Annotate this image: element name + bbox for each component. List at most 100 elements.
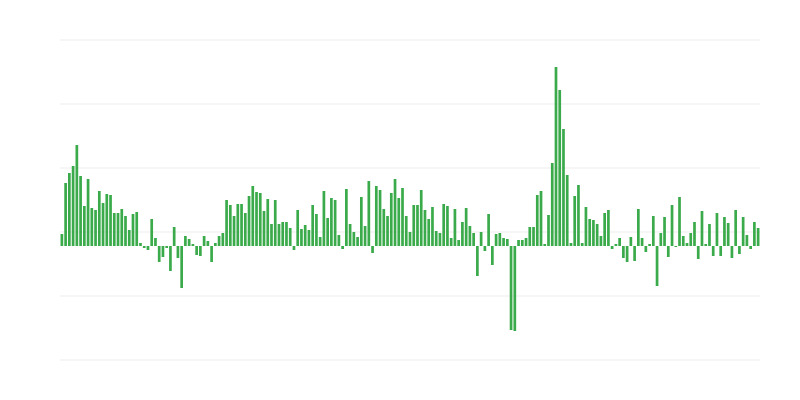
bar xyxy=(648,244,651,246)
bar xyxy=(120,209,124,246)
bar xyxy=(236,204,240,246)
bar xyxy=(509,246,513,330)
bar xyxy=(348,224,352,246)
bar xyxy=(199,246,202,256)
bar xyxy=(532,227,535,246)
bar xyxy=(206,241,210,246)
bar xyxy=(715,213,719,246)
bar xyxy=(258,193,262,246)
bar xyxy=(94,210,97,246)
bar xyxy=(416,205,419,246)
bar xyxy=(270,224,273,246)
bar xyxy=(569,243,573,246)
bar xyxy=(345,189,348,246)
bar xyxy=(704,244,708,246)
bar xyxy=(146,246,150,250)
bar xyxy=(75,145,79,246)
bar xyxy=(277,224,281,246)
bar xyxy=(738,246,741,254)
bar xyxy=(603,213,606,246)
bar xyxy=(60,234,64,246)
bar xyxy=(539,191,543,246)
bar xyxy=(419,190,423,246)
bar xyxy=(142,246,146,248)
bar xyxy=(756,228,760,246)
bar xyxy=(449,238,453,246)
bar xyxy=(232,216,236,246)
bar xyxy=(127,230,131,246)
bar xyxy=(363,226,367,246)
bar xyxy=(479,232,483,246)
bar xyxy=(367,181,371,246)
bar xyxy=(550,163,554,246)
bar xyxy=(592,220,595,246)
bar xyxy=(562,129,565,246)
bar xyxy=(195,246,198,255)
bar xyxy=(243,213,247,246)
bar xyxy=(71,166,75,246)
bar xyxy=(172,227,176,246)
bar xyxy=(461,222,464,246)
bar xyxy=(524,238,528,246)
bar xyxy=(651,216,655,246)
bar xyxy=(311,205,315,246)
bar xyxy=(300,229,303,246)
bar xyxy=(112,213,116,246)
bar xyxy=(397,198,401,246)
bar xyxy=(610,246,614,249)
bar xyxy=(678,197,681,246)
bar xyxy=(221,233,225,246)
bar xyxy=(528,227,532,246)
bar xyxy=(378,190,382,246)
bar xyxy=(273,200,277,246)
bar xyxy=(337,235,341,246)
bar xyxy=(633,246,636,261)
bar xyxy=(303,225,307,246)
bar xyxy=(352,232,356,246)
bar xyxy=(82,206,86,246)
bar xyxy=(296,210,300,246)
bar xyxy=(217,236,221,246)
bar xyxy=(330,198,333,246)
bar xyxy=(681,236,685,246)
bar xyxy=(711,246,715,256)
bar xyxy=(663,217,666,246)
bar xyxy=(745,235,749,246)
bar xyxy=(315,214,318,246)
bar xyxy=(614,244,618,246)
bar xyxy=(453,209,457,246)
bar xyxy=(251,186,255,246)
bar xyxy=(685,243,689,246)
bar xyxy=(393,179,397,246)
bar xyxy=(543,244,547,246)
bar xyxy=(457,240,461,246)
bar xyxy=(472,233,475,246)
bar xyxy=(636,209,640,246)
bar xyxy=(359,197,363,246)
bar xyxy=(505,239,509,246)
bar xyxy=(124,216,127,246)
bar xyxy=(577,185,580,246)
bar xyxy=(580,243,584,246)
bar xyxy=(666,246,670,257)
bar xyxy=(584,207,588,246)
bar xyxy=(734,210,738,246)
bar xyxy=(741,217,745,246)
bar xyxy=(588,219,592,246)
bar xyxy=(708,224,711,246)
bar xyxy=(191,244,195,246)
bar xyxy=(753,222,756,246)
bar xyxy=(281,222,285,246)
bar xyxy=(693,222,696,246)
bar xyxy=(434,231,438,246)
bar xyxy=(318,237,322,246)
bar xyxy=(285,222,288,246)
bar xyxy=(225,200,228,246)
bar xyxy=(326,218,329,246)
bar xyxy=(266,199,270,246)
bar xyxy=(322,191,326,246)
bar xyxy=(135,212,139,246)
bar xyxy=(696,246,700,259)
bar xyxy=(202,236,206,246)
